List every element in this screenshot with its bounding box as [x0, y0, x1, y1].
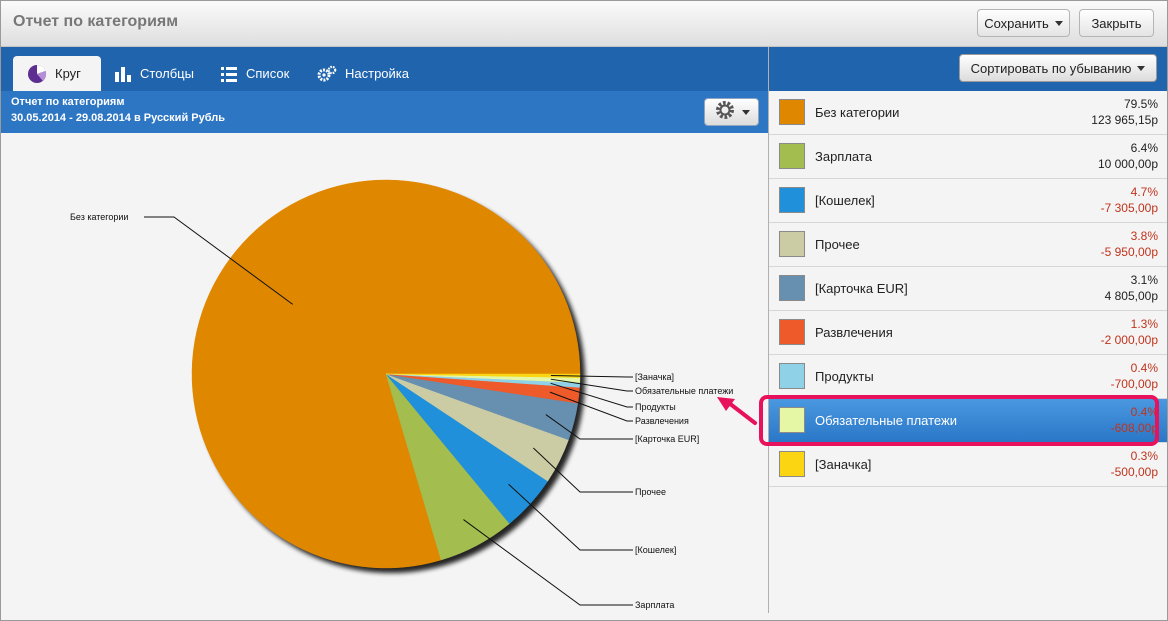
report-title: Отчет по категориям	[11, 96, 125, 108]
sort-button[interactable]: Сортировать по убыванию	[959, 54, 1157, 82]
window-title: Отчет по категориям	[13, 13, 179, 30]
leader-line	[545, 414, 633, 440]
report-period: 30.05.2014 - 29.08.2014 в Русский Рубль	[11, 112, 225, 124]
category-percent: 1.3%	[1130, 317, 1158, 331]
category-amount: -500,00р	[1110, 465, 1158, 479]
category-percent: 4.7%	[1130, 185, 1158, 199]
tab-pie[interactable]: Круг	[13, 56, 101, 91]
close-button-label: Закрыть	[1091, 15, 1142, 31]
category-name: [Заначка]	[815, 457, 872, 472]
pie-chart-icon	[27, 64, 47, 84]
slice-label: Продукты	[635, 402, 676, 412]
chevron-down-icon	[1137, 65, 1146, 71]
category-percent: 0.4%	[1130, 361, 1158, 375]
view-tabs: Круг Столбцы Список Настройка	[1, 47, 768, 91]
category-name: Продукты	[815, 369, 874, 384]
category-name: Зарплата	[815, 149, 872, 164]
category-row[interactable]: Обязательные платежи 0.4% -608,00р	[769, 399, 1167, 443]
tab-list[interactable]: Список	[220, 56, 289, 91]
category-row[interactable]: Продукты 0.4% -700,00р	[769, 355, 1167, 399]
chart-area: Без категории Зарплата [Кошелек] Прочее [Кар…	[1, 133, 768, 620]
save-button-label: Сохранить	[984, 15, 1049, 31]
bar-chart-icon	[114, 65, 132, 83]
tab-settings-label: Настройка	[345, 66, 409, 81]
chart-options-button[interactable]	[704, 98, 759, 126]
category-name: Развлечения	[815, 325, 893, 340]
category-list: Без категории 79.5% 123 965,15р Зарплата 6.4…	[769, 91, 1167, 620]
color-swatch	[779, 319, 805, 345]
category-row[interactable]: Без категории 79.5% 123 965,15р	[769, 91, 1167, 135]
chevron-down-icon	[1054, 20, 1063, 26]
chevron-down-icon	[741, 109, 750, 115]
category-amount: -700,00р	[1110, 377, 1158, 391]
title-bar: Отчет по категориям Сохранить Закрыть	[1, 1, 1167, 47]
category-row[interactable]: [Кошелек] 4.7% -7 305,00р	[769, 179, 1167, 223]
report-header: Отчет по категориям 30.05.2014 - 29.08.2…	[1, 91, 768, 133]
pie-chart: Без категории Зарплата [Кошелек] Прочее [Кар…	[70, 179, 733, 610]
slice-label: Развлечения	[635, 416, 689, 426]
color-swatch	[779, 231, 805, 257]
color-swatch	[779, 363, 805, 389]
pie-slice	[191, 179, 581, 569]
category-percent: 79.5%	[1123, 97, 1158, 111]
category-name: [Карточка EUR]	[815, 281, 908, 296]
category-percent: 6.4%	[1130, 141, 1158, 155]
tab-list-label: Список	[246, 66, 290, 81]
tab-settings[interactable]: Настройка	[317, 56, 409, 91]
gears-icon	[317, 65, 337, 83]
slice-label: Без категории	[70, 212, 128, 222]
category-amount: 4 805,00р	[1104, 289, 1158, 303]
category-amount: 10 000,00р	[1097, 157, 1158, 171]
slice-label: [Заначка]	[635, 372, 674, 382]
category-amount: 123 965,15р	[1091, 113, 1158, 127]
tab-columns[interactable]: Столбцы	[114, 56, 194, 91]
leader-line	[533, 447, 633, 493]
category-row[interactable]: Развлечения 1.3% -2 000,00р	[769, 311, 1167, 355]
slice-label: [Кошелек]	[635, 545, 676, 555]
leader-line	[550, 375, 633, 378]
leader-line	[144, 216, 294, 305]
category-amount: -7 305,00р	[1100, 201, 1158, 215]
color-swatch	[779, 187, 805, 213]
save-button[interactable]: Сохранить	[977, 9, 1070, 37]
slice-label: Прочее	[635, 487, 666, 497]
leader-line	[508, 483, 633, 551]
list-icon	[220, 65, 238, 83]
color-swatch	[779, 275, 805, 301]
tab-pie-label: Круг	[55, 66, 81, 81]
category-amount: -5 950,00р	[1100, 245, 1158, 259]
close-button[interactable]: Закрыть	[1079, 9, 1154, 37]
slice-label: Зарплата	[635, 600, 674, 610]
panel-divider	[768, 47, 769, 613]
color-swatch	[779, 451, 805, 477]
category-row[interactable]: Зарплата 6.4% 10 000,00р	[769, 135, 1167, 179]
color-swatch	[779, 407, 805, 433]
tab-columns-label: Столбцы	[140, 66, 194, 81]
leader-line	[549, 391, 633, 422]
category-row[interactable]: Прочее 3.8% -5 950,00р	[769, 223, 1167, 267]
highlight-frame	[759, 395, 1159, 446]
category-name: Обязательные платежи	[815, 413, 957, 428]
category-percent: 0.3%	[1130, 449, 1158, 463]
leader-line	[463, 519, 633, 606]
category-row[interactable]: [Заначка] 0.3% -500,00р	[769, 443, 1167, 487]
category-amount: -608,00р	[1110, 421, 1158, 435]
leader-line	[550, 382, 633, 408]
color-swatch	[779, 99, 805, 125]
category-percent: 3.1%	[1130, 273, 1158, 287]
category-name: Без категории	[815, 105, 900, 120]
category-percent: 0.4%	[1130, 405, 1158, 419]
slice-label: [Карточка EUR]	[635, 434, 699, 444]
sort-button-label: Сортировать по убыванию	[970, 60, 1132, 76]
slice-label: Обязательные платежи	[635, 386, 733, 396]
category-percent: 3.8%	[1130, 229, 1158, 243]
category-name: Прочее	[815, 237, 860, 252]
category-row[interactable]: [Карточка EUR] 3.1% 4 805,00р	[769, 267, 1167, 311]
category-amount: -2 000,00р	[1100, 333, 1158, 347]
color-swatch	[779, 143, 805, 169]
gear-icon	[714, 99, 736, 126]
category-name: [Кошелек]	[815, 193, 875, 208]
leader-line	[550, 378, 633, 392]
